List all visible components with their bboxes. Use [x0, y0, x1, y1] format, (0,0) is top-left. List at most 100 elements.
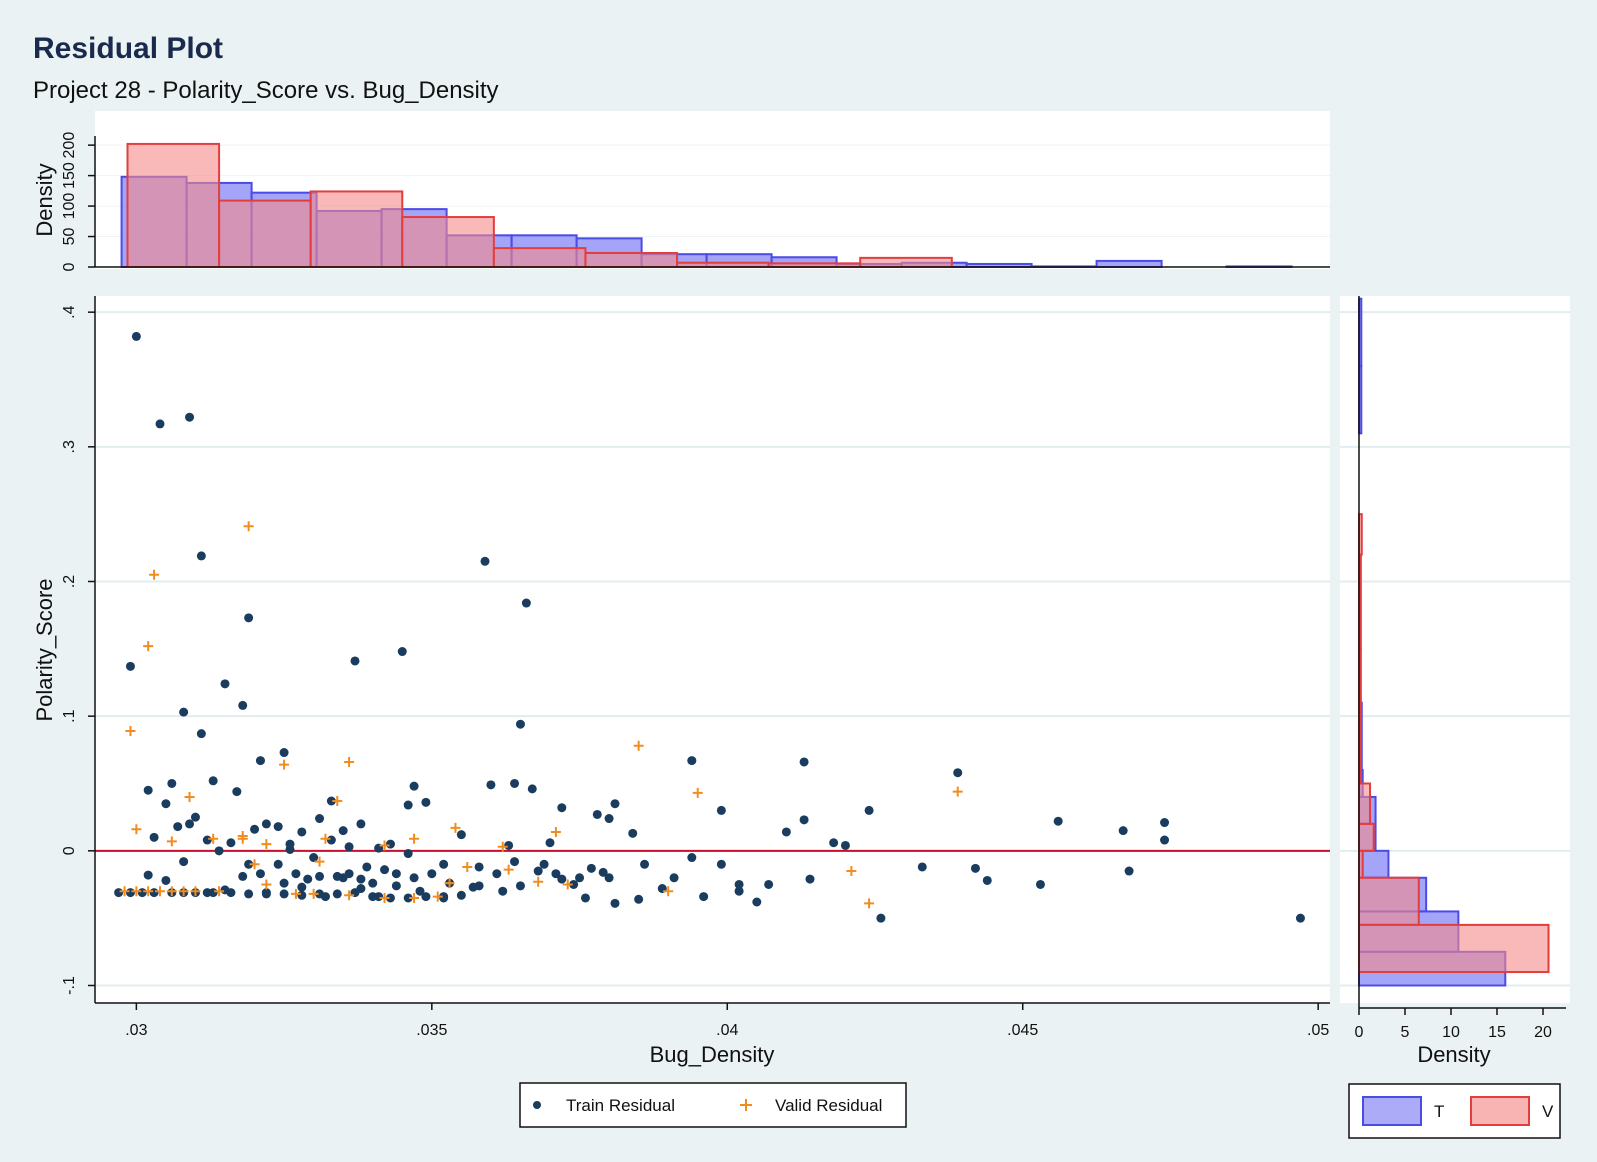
- valid-residual-point: [562, 879, 573, 890]
- valid-residual-point: [166, 836, 177, 847]
- train-residual-point: [185, 412, 195, 422]
- train-residual-point: [876, 913, 886, 923]
- top-histogram: 0 50 100 150 200 Density: [32, 111, 1330, 271]
- train-residual-point: [356, 874, 366, 884]
- train-residual-point: [864, 805, 874, 815]
- legend-v-label: V: [1542, 1102, 1554, 1121]
- train-residual-point: [492, 869, 502, 879]
- train-residual-point: [699, 892, 709, 902]
- x-axis-label: Bug_Density: [650, 1042, 775, 1067]
- right-histogram-valid-bars: [1358, 513, 1550, 974]
- valid-residual-point: [497, 841, 508, 852]
- train-residual-point: [498, 886, 508, 896]
- top-histogram-valid-bar: [309, 190, 404, 269]
- valid-residual-point: [166, 886, 177, 897]
- valid-residual-point: [149, 569, 160, 580]
- top-histogram-y-ticks: 0 50 100 150 200: [61, 132, 95, 271]
- train-residual-point: [226, 888, 236, 898]
- train-residual-point: [202, 835, 212, 845]
- legend-train-marker: [533, 1101, 541, 1109]
- train-residual-point: [610, 799, 620, 809]
- valid-residual-point: [409, 892, 420, 903]
- x-tick-label: .05: [1307, 1022, 1329, 1039]
- train-residual-point: [610, 898, 620, 908]
- train-residual-point: [510, 857, 520, 867]
- train-residual-point: [687, 853, 697, 863]
- train-residual-point: [303, 874, 313, 884]
- legend-v-swatch: [1470, 1096, 1530, 1126]
- train-residual-point: [315, 889, 325, 899]
- train-residual-point: [362, 862, 372, 872]
- top-histogram-y-tick-label: 50: [61, 228, 78, 246]
- valid-residual-point: [143, 886, 154, 897]
- valid-residual-point: [550, 826, 561, 837]
- x-tick-label: .045: [1007, 1022, 1038, 1039]
- train-residual-point: [279, 748, 289, 758]
- valid-residual-point: [332, 796, 343, 806]
- train-residual-point: [917, 862, 927, 872]
- right-histogram-x-label: Density: [1417, 1042, 1490, 1067]
- legend-train-label: Train Residual: [566, 1096, 675, 1115]
- train-residual-point: [196, 551, 206, 561]
- train-residual-point: [255, 869, 265, 879]
- valid-residual-point: [131, 824, 142, 835]
- right-histogram-train-bar: [1358, 849, 1390, 879]
- train-residual-point: [250, 824, 260, 834]
- train-residual-point: [415, 886, 425, 896]
- train-residual-point: [297, 890, 307, 900]
- right-histogram-valid-bar: [1358, 782, 1372, 825]
- train-residual-point: [953, 768, 963, 778]
- train-residual-point: [297, 827, 307, 837]
- train-residual-point: [840, 840, 850, 850]
- valid-residual-point: [864, 898, 875, 909]
- train-residual-point: [332, 871, 342, 881]
- train-residual-point: [326, 796, 336, 806]
- train-residual-point: [575, 873, 585, 883]
- train-residual-point: [510, 778, 520, 788]
- valid-residual-point: [261, 839, 272, 850]
- valid-residual-point: [344, 756, 355, 767]
- train-residual-point: [125, 661, 135, 671]
- valid-residual-point: [155, 886, 165, 897]
- train-residual-point: [427, 869, 437, 879]
- top-histogram-valid-bar: [492, 247, 587, 269]
- train-residual-point: [261, 889, 271, 899]
- train-residual-point: [397, 647, 407, 657]
- scatter-legend: Train Residual Valid Residual: [519, 1082, 907, 1128]
- y-tick-label: 0: [61, 846, 78, 855]
- train-residual-point: [350, 656, 360, 666]
- train-residual-point: [829, 838, 839, 848]
- valid-residual-point: [450, 822, 461, 833]
- train-residual-point: [244, 859, 254, 869]
- train-residual-point: [114, 888, 124, 898]
- train-residual-point: [764, 879, 774, 889]
- train-residual-point: [344, 869, 354, 879]
- legend-valid-label: Valid Residual: [775, 1096, 882, 1115]
- histogram-legend: T V: [1348, 1083, 1561, 1139]
- legend-t-swatch: [1362, 1096, 1422, 1126]
- train-residual-point: [332, 889, 342, 899]
- y-tick-label: .2: [61, 575, 78, 588]
- train-residual-point: [196, 729, 206, 739]
- train-residual-point: [409, 873, 419, 883]
- train-residual-point: [285, 839, 295, 849]
- top-histogram-valid-bars: [126, 142, 953, 269]
- valid-residual-point: [409, 833, 420, 844]
- train-residual-point: [1160, 835, 1170, 845]
- y-tick-label: .3: [61, 440, 78, 453]
- train-residual-point: [391, 869, 401, 879]
- valid-residual-point: [261, 879, 272, 890]
- top-histogram-train-bar: [1095, 259, 1163, 269]
- train-residual-point: [391, 881, 401, 891]
- train-residual-point: [161, 799, 171, 809]
- train-residual-point: [356, 819, 366, 829]
- train-residual-point: [279, 878, 289, 888]
- chart-subtitle: Project 28 - Polarity_Score vs. Bug_Dens…: [33, 77, 499, 104]
- train-residual-point: [1124, 866, 1134, 876]
- train-residual-point: [226, 838, 236, 848]
- train-residual-point: [131, 331, 141, 341]
- right-histogram-valid-bar: [1358, 822, 1375, 852]
- train-residual-point: [569, 879, 579, 889]
- train-residual-point: [734, 879, 744, 889]
- train-residual-point: [799, 815, 809, 825]
